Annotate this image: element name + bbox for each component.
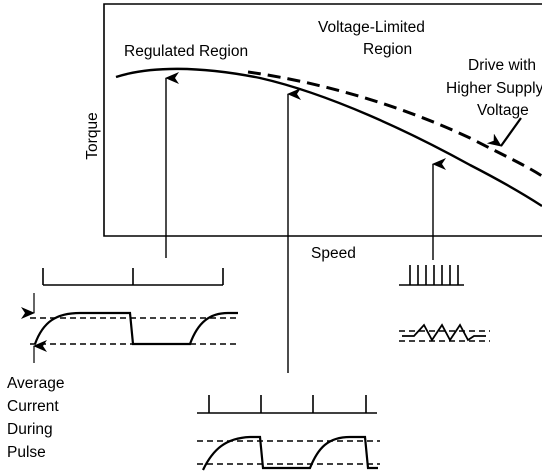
plot-frame (103, 3, 542, 237)
regulated-region-label: Regulated Region (124, 43, 248, 60)
regulated-waveform (21, 268, 238, 363)
voltage-limited-label-line2: Region (363, 41, 412, 58)
high-speed-current-trace (402, 323, 486, 342)
voltage-limited-label-line1: Voltage-Limited (318, 19, 425, 36)
solid-torque-curve (115, 67, 542, 208)
regulated-current-trace (33, 311, 238, 346)
mid-speed-pulse-train (197, 395, 377, 414)
mid-speed-current-trace (202, 435, 378, 471)
mid-speed-waveform (197, 395, 380, 471)
avg-current-label-line3: During (7, 421, 53, 438)
high-speed-pulse-train (399, 265, 464, 286)
avg-current-label-line2: Current (7, 398, 59, 415)
x-axis-label: Speed (311, 245, 356, 262)
high-speed-waveform (399, 265, 490, 342)
y-axis-label: Torque (84, 112, 101, 159)
higher-supply-label-line2: Higher Supply (446, 80, 542, 97)
higher-supply-arrow (486, 117, 522, 147)
avg-current-label-line1: Average (7, 375, 64, 392)
avg-current-label-line4: Pulse (7, 444, 46, 461)
regulated-pulse-train (42, 268, 224, 286)
dashed-higher-voltage-curve (247, 70, 542, 178)
higher-supply-label-line3: Voltage (477, 102, 529, 119)
higher-supply-label-line1: Drive with (468, 57, 536, 74)
